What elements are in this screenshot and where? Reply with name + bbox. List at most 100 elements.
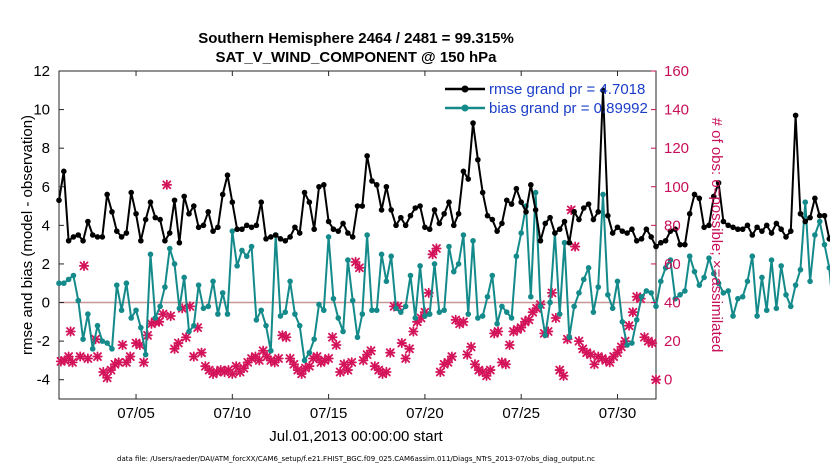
bias-point: [720, 290, 727, 296]
bias-point: [494, 320, 500, 327]
bias-point: [585, 265, 592, 271]
y-tick-label: 6: [42, 179, 50, 196]
bias-point: [633, 317, 640, 323]
bias-point: [518, 230, 524, 236]
bias-point: [94, 322, 101, 329]
y2-axis-label: # of obs: o=possible; ×=assimilated: [708, 118, 725, 353]
rmse-point: [243, 222, 250, 229]
rmse-point: [191, 203, 197, 209]
bias-point: [181, 274, 187, 281]
rmse-point: [229, 199, 236, 205]
rmse-point: [715, 180, 722, 186]
rmse-point: [215, 224, 221, 231]
bias-point: [730, 313, 736, 319]
obs-marker: [181, 332, 192, 343]
rmse-point: [176, 239, 183, 246]
rmse-point: [431, 207, 438, 213]
bias-point: [768, 257, 775, 263]
bias-point: [162, 284, 168, 290]
obs-marker: [173, 337, 184, 349]
obs-marker: [500, 359, 511, 370]
obs-marker: [365, 345, 377, 356]
bias-point: [200, 305, 207, 312]
y2-tick-label: 40: [664, 295, 681, 312]
obs-marker: [165, 310, 176, 322]
rmse-point: [816, 212, 823, 219]
rmse-point: [340, 220, 346, 227]
bias-point: [407, 272, 414, 279]
bias-point: [571, 303, 577, 310]
obs-marker: [117, 339, 128, 351]
rmse-point: [523, 209, 529, 215]
bias-point: [499, 303, 505, 310]
y-axis-label: rmse and bias (model - observation): [19, 115, 36, 355]
rmse-point: [412, 205, 419, 211]
rmse-point: [292, 224, 298, 231]
bias-point: [735, 295, 741, 302]
rmse-point: [528, 182, 534, 188]
rmse-point: [56, 197, 62, 204]
bias-point: [783, 292, 789, 298]
bias-point: [475, 315, 481, 321]
rmse-point: [320, 182, 327, 188]
y2-tick-label: 160: [664, 63, 689, 80]
y-tick-label: 12: [33, 63, 50, 80]
rmse-point: [354, 203, 361, 209]
bias-point: [686, 253, 693, 260]
obs-marker: [323, 353, 334, 364]
bias-point: [763, 307, 770, 314]
obs-marker: [75, 351, 86, 362]
bias-point: [807, 278, 813, 285]
bias-point: [80, 336, 86, 342]
bias-point: [754, 313, 760, 319]
rmse-point: [701, 224, 707, 231]
bias-point: [354, 334, 361, 341]
obs-marker: [354, 262, 365, 273]
obs-marker: [346, 357, 357, 368]
bias-point: [383, 278, 390, 285]
obs-marker: [647, 337, 658, 349]
obs-marker: [381, 366, 392, 378]
bias-point: [561, 239, 568, 246]
obs-marker: [258, 345, 269, 356]
bias-point: [682, 288, 688, 294]
rmse-series: [56, 87, 830, 250]
y-tick-label: 4: [42, 217, 50, 234]
bias-point: [402, 303, 409, 310]
rmse-point: [373, 182, 380, 188]
rmse-point: [503, 197, 510, 204]
obs-marker: [585, 349, 596, 360]
rmse-point: [826, 236, 830, 242]
rmse-point: [807, 214, 813, 221]
rmse-point: [422, 224, 428, 231]
bias-point: [417, 263, 423, 269]
bias-point: [311, 336, 317, 342]
bias-point: [426, 311, 433, 317]
obs-marker: [400, 353, 411, 364]
rmse-point: [282, 237, 289, 244]
bias-point: [138, 324, 144, 331]
obs-marker: [161, 179, 172, 190]
bias-point: [749, 253, 756, 260]
obs-marker: [134, 339, 145, 351]
bias-point: [802, 199, 809, 205]
rmse-point: [378, 207, 385, 213]
data-file-footnote: data file: /Users/raeder/DAI/ATM_forcXX/…: [117, 455, 595, 463]
bias-point: [812, 232, 818, 238]
bias-point: [431, 261, 438, 267]
bias-series: [56, 189, 830, 364]
bias-point: [301, 357, 308, 364]
obs-marker: [196, 347, 207, 358]
bias-point: [142, 351, 149, 358]
rmse-point: [248, 224, 255, 231]
rmse-point: [325, 218, 332, 225]
rmse-point: [166, 230, 173, 236]
rmse-point: [268, 234, 274, 240]
bias-point: [580, 276, 587, 283]
obs-marker: [65, 326, 76, 337]
bias-point: [455, 261, 462, 267]
rmse-point: [585, 201, 592, 207]
bias-point: [667, 257, 674, 263]
bias-point: [378, 251, 385, 258]
obs-marker: [342, 364, 353, 376]
